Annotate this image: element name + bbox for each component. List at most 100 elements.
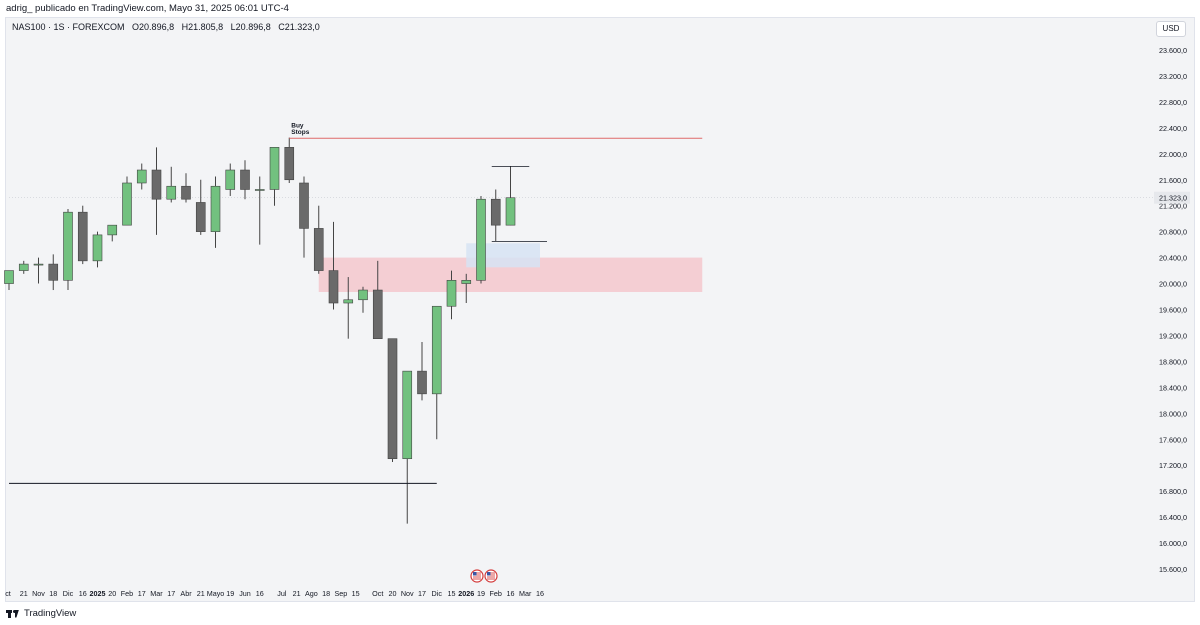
- candle-body: [136, 169, 147, 184]
- x-tick-label: 2025: [90, 589, 106, 598]
- x-tick-label: 20: [108, 589, 116, 598]
- candle-body: [181, 185, 191, 200]
- y-tick-label: 22.000,0: [1159, 150, 1187, 159]
- x-tick-label: ct: [5, 589, 11, 598]
- candle-body: [33, 263, 44, 266]
- y-tick-label: 17.200,0: [1159, 461, 1187, 470]
- y-tick-label: 16.800,0: [1159, 487, 1187, 496]
- x-tick-label: Sep: [334, 589, 347, 598]
- candle-body: [446, 280, 457, 307]
- candle-body: [210, 185, 221, 232]
- tradingview-logo-icon: [6, 609, 20, 618]
- x-tick-label: Oct: [372, 589, 383, 598]
- symbol-legend: NAS100 · 1S · FOREXCOM O20.896,8 H21.805…: [12, 22, 325, 32]
- x-tick-label: 18: [322, 589, 330, 598]
- x-tick-label: 15: [448, 589, 456, 598]
- x-tick-label: Feb: [490, 589, 502, 598]
- x-tick-label: 16: [79, 589, 87, 598]
- x-tick-label: 18: [49, 589, 57, 598]
- x-tick-label: Dic: [63, 589, 74, 598]
- x-tick-label: 19: [477, 589, 485, 598]
- candle-body: [18, 263, 29, 271]
- price-label-box: [1154, 191, 1190, 204]
- candle-body: [151, 169, 162, 200]
- y-tick-label: 23.600,0: [1159, 46, 1187, 55]
- x-tick-label: Jul: [277, 589, 287, 598]
- candle-body: [240, 169, 250, 190]
- x-tick-label: Feb: [121, 589, 133, 598]
- x-tick-label: 17: [167, 589, 175, 598]
- candle-body: [402, 370, 413, 460]
- y-tick-label: 20.800,0: [1159, 228, 1187, 237]
- ohlc-close: C21.323,0: [278, 22, 320, 32]
- y-tick-label: 23.200,0: [1159, 72, 1187, 81]
- x-tick-label: Jun: [239, 589, 251, 598]
- chart-frame[interactable]: [5, 17, 1195, 602]
- candle-body: [77, 211, 88, 262]
- candle-body: [4, 270, 14, 284]
- candle-body: [387, 338, 398, 460]
- buy-stops-label: Stops: [291, 129, 309, 136]
- candle-body: [269, 147, 280, 190]
- candle-body: [505, 197, 516, 226]
- y-tick-label: 18.400,0: [1159, 383, 1187, 392]
- candle-body: [299, 182, 309, 229]
- ohlc-open: O20.896,8: [132, 22, 175, 32]
- x-tick-label: 16: [256, 589, 264, 598]
- footer-brand[interactable]: TradingView: [6, 608, 76, 619]
- x-tick-label: 17: [138, 589, 146, 598]
- price-label: 21.323,0: [1159, 194, 1187, 203]
- candle-body: [122, 182, 132, 226]
- candle-body: [195, 202, 206, 232]
- x-tick-label: Mar: [519, 589, 532, 598]
- y-tick-label: 18.800,0: [1159, 357, 1187, 366]
- x-tick-label: Dic: [432, 589, 443, 598]
- buy-stops-label: Buy: [291, 123, 304, 130]
- y-tick-label: 22.400,0: [1159, 124, 1187, 133]
- candle-body: [254, 189, 265, 191]
- y-tick-label: 17.600,0: [1159, 435, 1187, 444]
- candle-body: [328, 270, 339, 304]
- candle-body: [166, 185, 177, 200]
- x-tick-label: Mayo: [207, 589, 225, 598]
- candle-body: [48, 263, 59, 281]
- published-info: adrig_ publicado en TradingView.com, May…: [6, 3, 289, 14]
- y-tick-label: 19.600,0: [1159, 306, 1187, 315]
- y-tick-label: 20.000,0: [1159, 280, 1187, 289]
- candle-body: [358, 289, 368, 301]
- ohlc-low: L20.896,8: [230, 22, 271, 32]
- us-flag-icon: [470, 569, 484, 583]
- candle-body: [92, 234, 103, 262]
- y-tick-label: 22.800,0: [1159, 98, 1187, 107]
- x-tick-label: 21: [293, 589, 301, 598]
- x-tick-label: 15: [352, 589, 360, 598]
- x-tick-label: 21: [20, 589, 28, 598]
- ohlc-high: H21.805,8: [181, 22, 224, 32]
- candle-body: [284, 147, 295, 181]
- candle-body: [63, 211, 73, 281]
- candle-body: [431, 305, 442, 395]
- y-tick-label: 18.000,0: [1159, 409, 1187, 418]
- candle-body: [107, 224, 118, 236]
- y-tick-label: 16.400,0: [1159, 513, 1187, 522]
- candle-body: [461, 280, 472, 284]
- x-tick-label: Ago: [305, 589, 318, 598]
- x-tick-label: Abr: [180, 589, 192, 598]
- y-tick-label: 20.400,0: [1159, 254, 1187, 263]
- x-tick-label: 16: [507, 589, 515, 598]
- us-flag-icon: [484, 569, 498, 583]
- candle-body: [490, 198, 501, 226]
- y-tick-label: 19.200,0: [1159, 331, 1187, 340]
- x-tick-label: Nov: [401, 589, 414, 598]
- candle-body: [343, 299, 354, 304]
- candle-body: [476, 198, 486, 281]
- x-tick-label: 16: [536, 589, 544, 598]
- y-tick-label: 15.600,0: [1159, 565, 1187, 574]
- x-tick-label: 19: [226, 589, 234, 598]
- y-tick-label: 16.000,0: [1159, 539, 1187, 548]
- candle-body: [225, 169, 236, 190]
- candle-body: [372, 289, 383, 339]
- currency-button[interactable]: USD: [1156, 21, 1186, 37]
- symbol-name[interactable]: NAS100 · 1S · FOREXCOM: [12, 22, 125, 32]
